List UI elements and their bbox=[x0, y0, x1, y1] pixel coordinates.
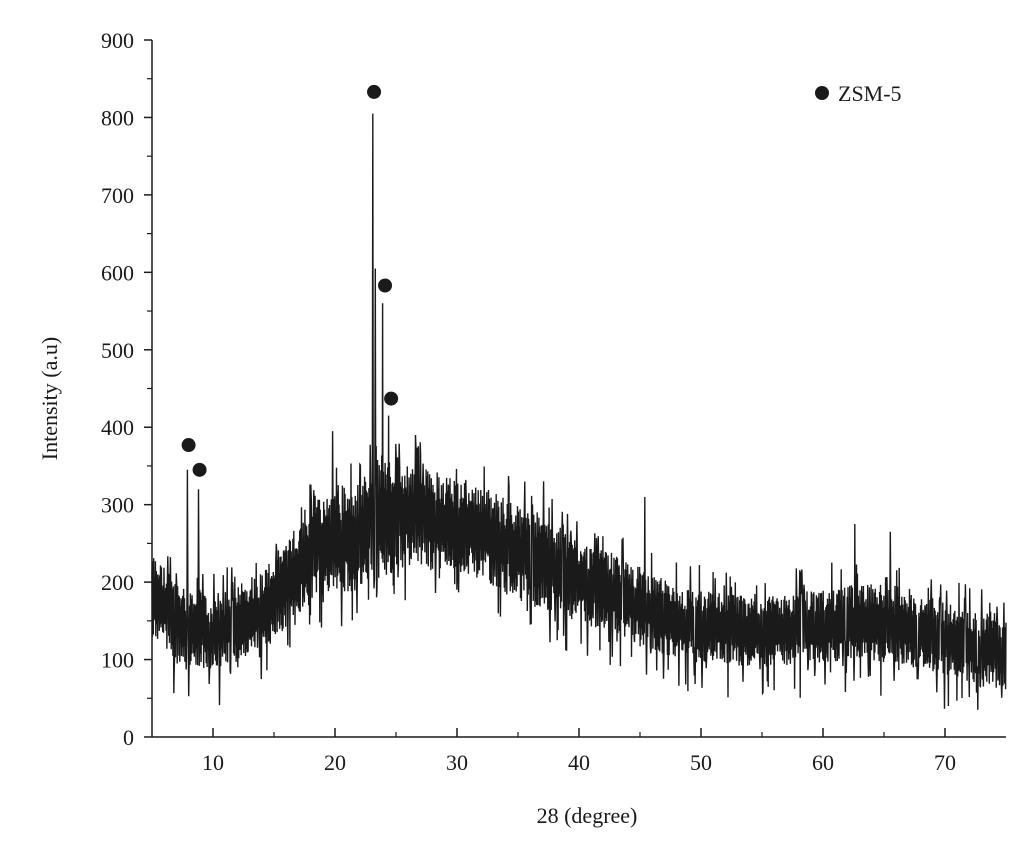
x-axis-title: 28 (degree) bbox=[537, 803, 638, 828]
y-tick-label: 800 bbox=[101, 105, 134, 130]
y-tick-label: 500 bbox=[101, 338, 134, 363]
peak-marker bbox=[367, 84, 382, 99]
x-tick-label: 10 bbox=[202, 750, 224, 775]
y-tick-label: 400 bbox=[101, 415, 134, 440]
peak-markers bbox=[181, 84, 399, 477]
y-tick-label: 100 bbox=[101, 648, 134, 673]
legend-label: ZSM-5 bbox=[838, 81, 902, 106]
peak-marker bbox=[378, 278, 393, 293]
y-tick-label: 700 bbox=[101, 183, 134, 208]
x-ticks: 10 20 30 40 50 60 70 bbox=[202, 728, 956, 775]
x-tick-label: 60 bbox=[812, 750, 834, 775]
x-tick-label: 50 bbox=[690, 750, 712, 775]
x-tick-label: 70 bbox=[934, 750, 956, 775]
legend: ZSM-5 bbox=[815, 81, 902, 106]
legend-marker-icon bbox=[815, 86, 829, 100]
y-ticks: 0 100 200 300 400 500 600 700 800 900 bbox=[101, 28, 152, 750]
x-tick-label: 30 bbox=[446, 750, 468, 775]
series-line bbox=[151, 113, 1007, 710]
y-tick-label: 200 bbox=[101, 570, 134, 595]
peak-marker bbox=[384, 391, 399, 406]
y-tick-label: 900 bbox=[101, 28, 134, 53]
y-tick-label: 600 bbox=[101, 260, 134, 285]
y-tick-label: 0 bbox=[123, 725, 134, 750]
y-tick-label: 300 bbox=[101, 493, 134, 518]
peak-marker bbox=[192, 462, 207, 477]
peak-marker bbox=[181, 438, 196, 453]
x-tick-label: 40 bbox=[568, 750, 590, 775]
y-axis-title: Intensity (a.u) bbox=[37, 337, 62, 460]
plot-area bbox=[151, 113, 1007, 710]
x-tick-label: 20 bbox=[324, 750, 346, 775]
